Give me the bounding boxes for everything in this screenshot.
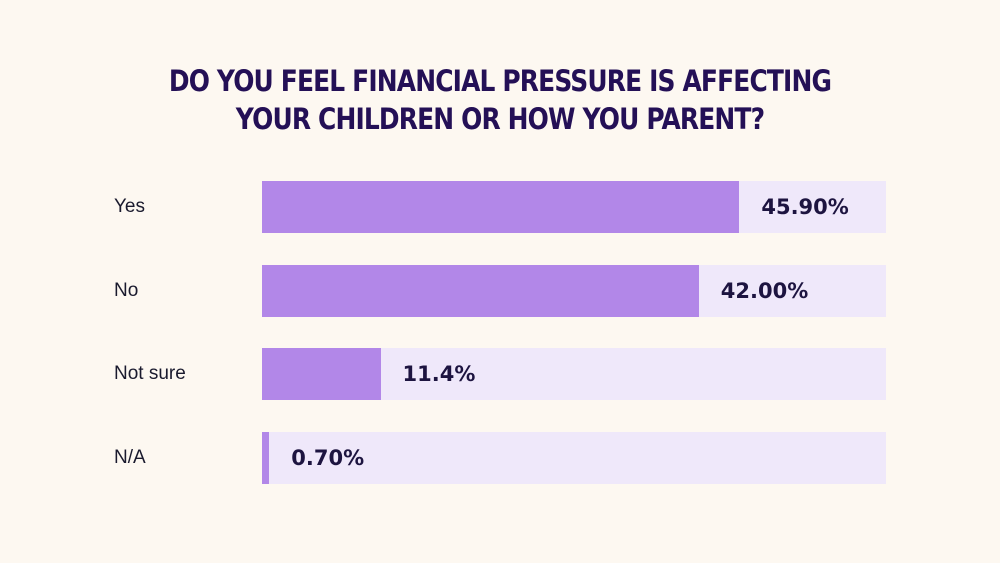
chart-title: DO YOU FEEL FINANCIAL PRESSURE IS AFFECT… (70, 62, 930, 138)
chart-title-line-1: DO YOU FEEL FINANCIAL PRESSURE IS AFFECT… (168, 64, 832, 98)
bar-row-not-sure: Not sure 11.4% (0, 348, 1000, 400)
bar-no (262, 265, 699, 317)
bar-row-yes: Yes 45.90% (0, 181, 1000, 233)
bar-not-sure (262, 348, 381, 400)
bar-track-not-sure (262, 348, 886, 400)
category-label-not-sure: Not sure (114, 363, 186, 384)
bar-na (262, 432, 270, 484)
value-label-no: 42.00% (720, 279, 809, 303)
bar-track-na (262, 432, 886, 484)
value-label-not-sure: 11.4% (402, 362, 476, 386)
category-label-no: No (114, 280, 139, 301)
bar-yes (262, 181, 740, 233)
bar-track-yes (262, 181, 886, 233)
value-label-yes: 45.90% (761, 195, 849, 219)
chart-title-line-2: YOUR CHILDREN OR HOW YOU PARENT? (235, 102, 765, 136)
category-label-na: N/A (114, 447, 146, 468)
bar-track-no (262, 265, 886, 317)
value-label-na: 0.70% (291, 446, 365, 470)
category-label-yes: Yes (114, 196, 145, 217)
bar-row-na: N/A 0.70% (0, 432, 1000, 484)
bar-row-no: No 42.00% (0, 265, 1000, 317)
